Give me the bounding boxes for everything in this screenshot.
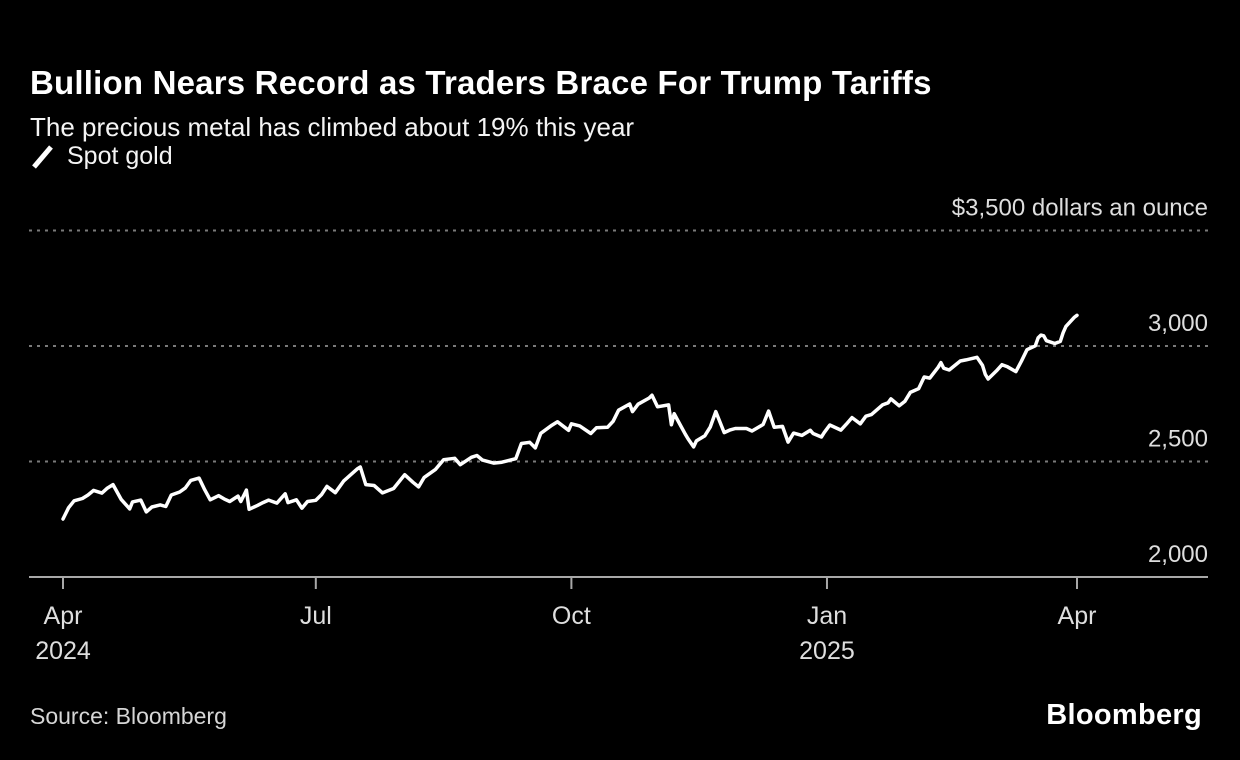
- source-note: Source: Bloomberg: [30, 703, 227, 729]
- x-axis-year-2024: 2024: [35, 637, 91, 665]
- y-axis-label-2000: 2,000: [1148, 541, 1208, 568]
- x-axis-label-apr: Apr: [44, 602, 83, 630]
- chart-title: Bullion Nears Record as Traders Brace Fo…: [30, 64, 932, 102]
- spot-gold-line-marker-icon: [32, 144, 53, 169]
- x-axis-label-jan: Jan: [807, 602, 847, 630]
- y-axis-label-3000: 3,000: [1148, 310, 1208, 337]
- legend-label: Spot gold: [67, 142, 173, 170]
- legend: Spot gold: [30, 142, 173, 171]
- x-axis-label-apr: Apr: [1058, 602, 1097, 630]
- x-axis-label-jul: Jul: [300, 602, 332, 630]
- x-axis-label-oct: Oct: [552, 602, 591, 630]
- y-axis-label-3500: $3,500 dollars an ounce: [952, 195, 1208, 222]
- y-axis-label-2500: 2,500: [1148, 426, 1208, 453]
- x-axis-year-2025: 2025: [799, 637, 855, 665]
- bloomberg-logo: Bloomberg: [1046, 699, 1202, 731]
- spot-gold-price-line: [61, 313, 1079, 521]
- chart-subtitle: The precious metal has climbed about 19%…: [30, 112, 635, 142]
